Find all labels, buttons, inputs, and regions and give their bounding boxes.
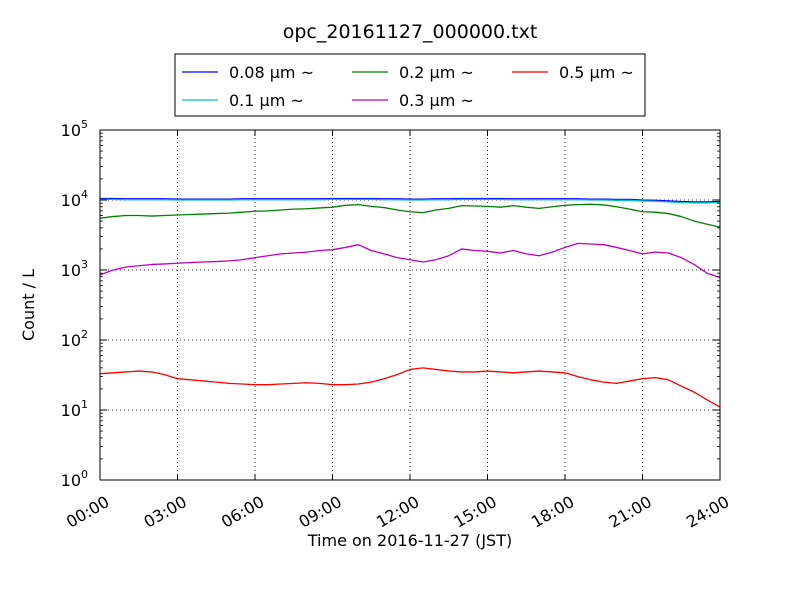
- y-tick-label-exponent: 5: [81, 118, 88, 131]
- y-axis-label: Count / L: [19, 269, 38, 341]
- series-line: [99, 203, 721, 228]
- legend-label: 0.3 μm ~: [399, 91, 474, 110]
- legend-box: [174, 53, 646, 117]
- y-tick-label-base: 10: [61, 121, 81, 140]
- y-tick-label-exponent: 1: [81, 398, 88, 411]
- x-tick-label: 15:00: [450, 492, 499, 532]
- y-tick-label: 102: [61, 328, 88, 350]
- x-tick-label: 18:00: [528, 492, 577, 532]
- legend: 0.08 μm ~ 0.1 μm ~ 0.2 μm ~ 0.3 μm ~ 0.5 μm …: [174, 53, 646, 117]
- y-tick-label-base: 10: [61, 191, 81, 210]
- chart-title: opc_20161127_000000.txt: [283, 21, 538, 43]
- legend-label: 0.5 μm ~: [559, 63, 634, 82]
- y-tick-label-exponent: 3: [81, 258, 88, 271]
- y-tick-label-base: 10: [61, 471, 81, 490]
- y-tick-label: 105: [61, 118, 88, 140]
- y-tick-label-exponent: 0: [81, 468, 88, 481]
- x-tick-label: 21:00: [605, 492, 654, 532]
- x-axis-label: Time on 2016-11-27 (JST): [307, 531, 512, 550]
- x-tick-label: 00:00: [63, 492, 112, 532]
- series-line: [99, 367, 721, 408]
- y-tick-label-exponent: 2: [81, 328, 88, 341]
- y-tick-label-base: 10: [61, 261, 81, 280]
- y-tick-label: 100: [61, 468, 88, 490]
- series-layer: [99, 197, 721, 408]
- y-tick-label-base: 10: [61, 401, 81, 420]
- legend-label: 0.2 μm ~: [399, 63, 474, 82]
- y-tick-label: 101: [61, 398, 88, 420]
- series-line: [100, 197, 721, 203]
- y-tick-label: 103: [61, 258, 88, 280]
- series-line: [99, 242, 721, 279]
- plot-area: [100, 130, 720, 480]
- x-tick-label: 06:00: [218, 492, 267, 532]
- y-tick-label: 104: [61, 188, 88, 210]
- series-line: [100, 198, 721, 204]
- y-tick-label-exponent: 4: [81, 188, 88, 201]
- legend-label: 0.1 μm ~: [229, 91, 304, 110]
- x-tick-label: 03:00: [140, 492, 189, 532]
- x-tick-label: 12:00: [373, 492, 422, 532]
- x-tick-label: 24:00: [683, 492, 732, 532]
- x-tick-label: 09:00: [295, 492, 344, 532]
- legend-label: 0.08 μm ~: [229, 63, 314, 82]
- y-tick-label-base: 10: [61, 331, 81, 350]
